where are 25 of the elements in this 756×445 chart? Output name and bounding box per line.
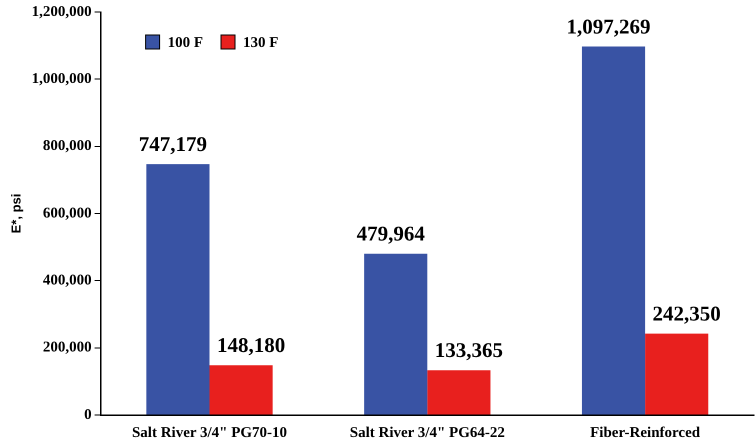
data-label: 479,964: [356, 222, 426, 246]
data-label: 133,365: [434, 338, 504, 362]
y-tick-label: 0: [84, 406, 92, 423]
bar: [210, 365, 273, 414]
data-label: 148,180: [216, 333, 286, 358]
x-tick-label: Salt River 3/4" PG70-10: [132, 424, 288, 441]
bar: [146, 164, 210, 414]
legend-label: 130 F: [243, 34, 278, 51]
bar: [582, 46, 646, 414]
data-label: 242,350: [652, 302, 721, 326]
y-tick-label: 1,200,000: [32, 4, 92, 20]
y-tick-label: 600,000: [42, 205, 92, 222]
y-tick-label: 1,000,000: [32, 71, 92, 88]
data-label: 1,097,269: [566, 14, 651, 38]
legend-label: 100 F: [168, 34, 204, 51]
x-tick-label: Fiber-Reinforced: [590, 424, 701, 441]
y-tick-label: 200,000: [42, 340, 92, 356]
y-tick-label: 400,000: [42, 272, 92, 289]
data-label: 747,179: [138, 132, 208, 156]
bar: [427, 370, 490, 414]
y-axis-title: E*, psi: [8, 194, 24, 234]
bar: [645, 334, 708, 414]
x-tick-label: Salt River 3/4" PG64-22: [350, 424, 505, 441]
y-tick-label: 800,000: [42, 138, 92, 154]
bar: [364, 254, 428, 414]
